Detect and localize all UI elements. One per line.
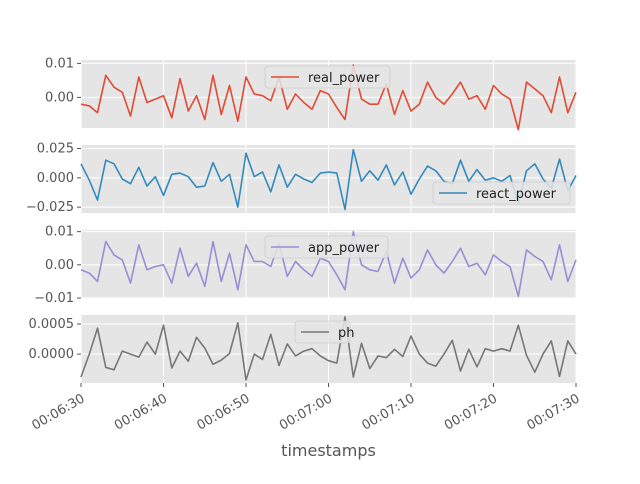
panel-react_power: −0.025 0.000 0.025 react_power <box>26 142 577 215</box>
series-line-real_power <box>80 64 577 131</box>
x-tick-label: 00:07:20 <box>442 391 500 433</box>
x-tick-label: 00:07:00 <box>277 391 335 433</box>
x-tick-label: 00:06:50 <box>194 391 252 433</box>
y-tick-label: 0.00 <box>45 258 74 273</box>
series-line-ph <box>80 315 577 381</box>
y-tick-label: 0.01 <box>45 225 74 240</box>
y-tick-label: 0.0000 <box>29 347 75 362</box>
legend-app_power: app_power <box>264 235 389 259</box>
panel-real_power: 0.00 0.01 real_power <box>45 56 577 131</box>
legend-ph: ph <box>294 320 355 344</box>
series-line-react_power <box>80 148 577 211</box>
legend-box <box>264 235 389 259</box>
x-axis-label: timestamps <box>281 441 376 460</box>
legend-box <box>264 65 391 89</box>
legend-box <box>432 181 571 205</box>
series-line-app_power <box>80 230 577 298</box>
panel-app_power: −0.01 0.00 0.01 app_power <box>34 225 577 306</box>
x-tick-label: 00:06:30 <box>29 391 87 433</box>
y-tick-label: 0.01 <box>45 56 74 71</box>
y-tick-label: −0.01 <box>34 291 74 306</box>
legend-real_power: real_power <box>264 65 391 89</box>
x-tick-label: 00:07:10 <box>359 391 417 433</box>
legend-label: ph <box>338 326 355 341</box>
legend-label: react_power <box>476 187 557 202</box>
x-tick-label: 00:06:40 <box>112 391 170 433</box>
x-tick-label: 00:07:30 <box>524 391 582 433</box>
y-tick-label: −0.025 <box>26 200 74 215</box>
legend-label: real_power <box>308 71 380 86</box>
y-tick-label: 0.0005 <box>29 317 75 332</box>
y-tick-label: 0.000 <box>37 171 74 186</box>
y-tick-label: 0.025 <box>37 142 74 157</box>
panel-ph: 0.0000 0.0005 ph <box>29 315 577 383</box>
y-tick-label: 0.00 <box>45 90 74 105</box>
legend-label: app_power <box>308 241 380 256</box>
legend-react_power: react_power <box>432 181 571 205</box>
